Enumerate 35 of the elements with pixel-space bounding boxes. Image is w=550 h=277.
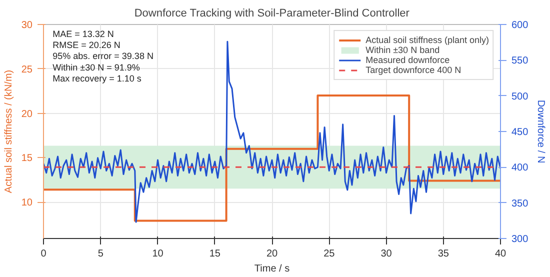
- y2-tick-label: 600: [512, 20, 529, 31]
- x-tick-label: 0: [40, 248, 47, 260]
- x-axis-title: Time / s: [254, 264, 290, 274]
- y2-tick-label: 300: [512, 234, 529, 245]
- y-axis-title: Actual soil stiffness / (kN/m): [3, 70, 14, 194]
- y2-tick-label: 550: [512, 56, 529, 67]
- annotation: Within ±30 N = 91.9%: [52, 62, 140, 72]
- y2-tick-label: 500: [512, 91, 529, 102]
- legend-label: Measured downforce: [366, 55, 450, 65]
- y-tick-label: 15: [21, 153, 33, 164]
- x-tick-label: 5: [98, 248, 104, 260]
- legend-label: Actual soil stiffness (plant only): [366, 35, 489, 45]
- x-tick-label: 30: [380, 248, 392, 260]
- x-tick-label: 40: [494, 248, 506, 260]
- y2-tick-label: 350: [512, 198, 529, 210]
- y-tick-label: 20: [21, 108, 33, 120]
- y-tick-label: 25: [21, 64, 33, 76]
- annotation: Max recovery = 1.10 s: [52, 73, 142, 84]
- x-tick-label: 10: [152, 248, 164, 260]
- annotation: RMSE = 20.26 N: [52, 40, 120, 50]
- y-tick-label: 10: [21, 198, 33, 209]
- line-series: [44, 94, 500, 222]
- legend-label: Within ±30 N band: [366, 45, 440, 55]
- x-tick-label: 35: [438, 248, 450, 260]
- y2-axis-title: Downforce / N: [535, 100, 546, 164]
- y-tick-label: 30: [21, 20, 33, 31]
- x-tick-label: 15: [209, 248, 221, 260]
- annotation: MAE = 13.32 N: [52, 28, 114, 39]
- x-tick-label: 25: [324, 248, 336, 260]
- annotation: 95% abs. error = 39.38 N: [52, 51, 154, 62]
- chart-title: Downforce Tracking with Soil-Parameter-Blind Controller: [134, 8, 410, 20]
- y2-tick-label: 400: [512, 162, 529, 174]
- x-tick-label: 20: [266, 248, 278, 260]
- legend-label: Target downforce 400 N: [366, 65, 462, 75]
- y2-tick-label: 450: [512, 127, 529, 138]
